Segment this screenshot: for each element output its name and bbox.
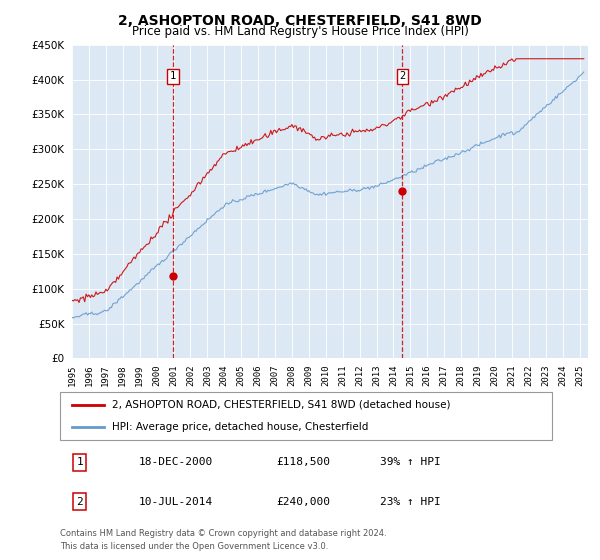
Text: 2: 2 bbox=[76, 497, 83, 507]
Text: 39% ↑ HPI: 39% ↑ HPI bbox=[380, 458, 440, 468]
Text: 2, ASHOPTON ROAD, CHESTERFIELD, S41 8WD (detached house): 2, ASHOPTON ROAD, CHESTERFIELD, S41 8WD … bbox=[112, 400, 450, 410]
Text: 1: 1 bbox=[76, 458, 83, 468]
Text: This data is licensed under the Open Government Licence v3.0.: This data is licensed under the Open Gov… bbox=[60, 542, 328, 551]
Text: HPI: Average price, detached house, Chesterfield: HPI: Average price, detached house, Ches… bbox=[112, 422, 368, 432]
FancyBboxPatch shape bbox=[60, 392, 552, 440]
Text: 23% ↑ HPI: 23% ↑ HPI bbox=[380, 497, 440, 507]
Text: 10-JUL-2014: 10-JUL-2014 bbox=[139, 497, 213, 507]
Text: 18-DEC-2000: 18-DEC-2000 bbox=[139, 458, 213, 468]
Text: 2, ASHOPTON ROAD, CHESTERFIELD, S41 8WD: 2, ASHOPTON ROAD, CHESTERFIELD, S41 8WD bbox=[118, 14, 482, 28]
Text: Price paid vs. HM Land Registry's House Price Index (HPI): Price paid vs. HM Land Registry's House … bbox=[131, 25, 469, 38]
Text: 2: 2 bbox=[399, 71, 406, 81]
Text: 1: 1 bbox=[170, 71, 176, 81]
Text: £240,000: £240,000 bbox=[277, 497, 331, 507]
Text: £118,500: £118,500 bbox=[277, 458, 331, 468]
Text: Contains HM Land Registry data © Crown copyright and database right 2024.: Contains HM Land Registry data © Crown c… bbox=[60, 529, 386, 538]
